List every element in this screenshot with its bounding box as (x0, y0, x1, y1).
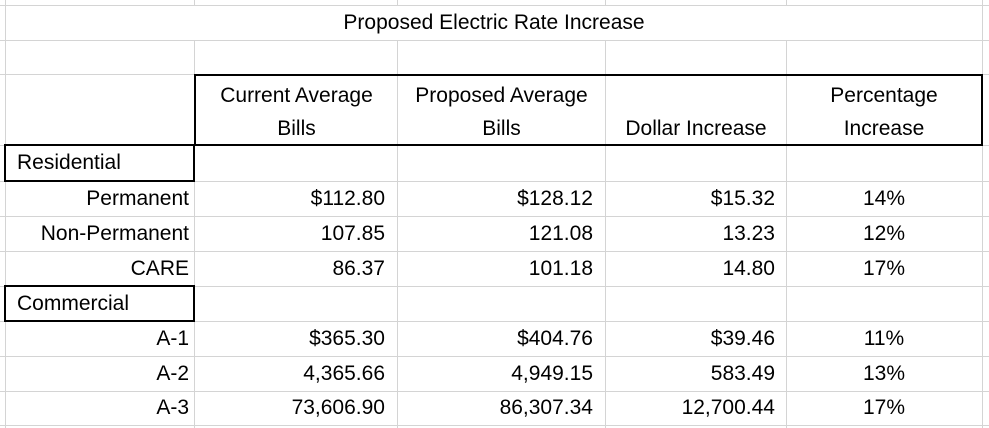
cell-percent: 12% (862, 222, 906, 245)
header-current-line1: Current Average (220, 84, 373, 107)
cell-dollar: 14.80 (722, 257, 775, 280)
row-label: Permanent (86, 187, 189, 210)
cell-current: $112.80 (310, 187, 385, 210)
header-proposed-line1: Proposed Average (415, 84, 588, 107)
header-percentage-line1: Percentage (830, 84, 938, 107)
cell-current: 4,365.66 (303, 362, 385, 385)
gridline (0, 251, 989, 252)
cell-current: $365.30 (309, 327, 385, 350)
header-border (194, 74, 983, 146)
cell-percent: 11% (863, 327, 905, 350)
header-percentage-line2: Increase (843, 117, 925, 140)
row-label: A-1 (156, 327, 189, 350)
title-cell (6, 6, 982, 40)
gridline (786, 0, 787, 428)
cell-proposed: 86,307.34 (499, 396, 593, 419)
gridline (0, 181, 989, 182)
gridline (0, 391, 989, 392)
section-label-residential: Residential (17, 151, 121, 174)
gridline (0, 321, 989, 322)
gridline (0, 425, 989, 426)
row-label: CARE (130, 257, 189, 280)
row-label: Non-Permanent (40, 222, 189, 245)
cell-proposed: 101.18 (528, 257, 593, 280)
cell-current: 73,606.90 (291, 396, 385, 419)
cell-proposed: $404.76 (517, 327, 593, 350)
gridline (605, 0, 606, 428)
cell-proposed: $128.12 (517, 187, 593, 210)
cell-dollar: 583.49 (710, 362, 775, 385)
cell-dollar: $39.46 (710, 327, 775, 350)
gridline (5, 0, 6, 428)
cell-dollar: $15.32 (710, 187, 775, 210)
header-current-line2: Bills (277, 117, 316, 140)
gridline (0, 356, 989, 357)
cell-percent: 14% (862, 187, 906, 210)
cell-proposed: 121.08 (528, 222, 593, 245)
gridline (194, 0, 195, 428)
gridline (0, 5, 989, 6)
gridline (0, 40, 989, 41)
cell-current: 107.85 (320, 222, 385, 245)
cell-percent: 17% (862, 396, 906, 419)
section-label-commercial: Commercial (17, 292, 130, 315)
cell-percent: 13% (862, 362, 906, 385)
cell-percent: 17% (862, 257, 906, 280)
residential-label-border (4, 144, 195, 182)
gridline (982, 0, 983, 428)
cell-current: 86.37 (332, 257, 385, 280)
gridline (397, 0, 398, 428)
gridline (0, 216, 989, 217)
header-dollar: Dollar Increase (625, 117, 767, 140)
page-title: Proposed Electric Rate Increase (343, 11, 645, 34)
gridline (0, 286, 989, 287)
row-label: A-2 (156, 362, 189, 385)
cell-dollar: 13.23 (722, 222, 775, 245)
row-label: A-3 (156, 396, 189, 419)
header-proposed-line2: Bills (482, 117, 521, 140)
cell-dollar: 12,700.44 (681, 396, 775, 419)
commercial-label-border (4, 285, 195, 322)
cell-proposed: 4,949.15 (511, 362, 593, 385)
